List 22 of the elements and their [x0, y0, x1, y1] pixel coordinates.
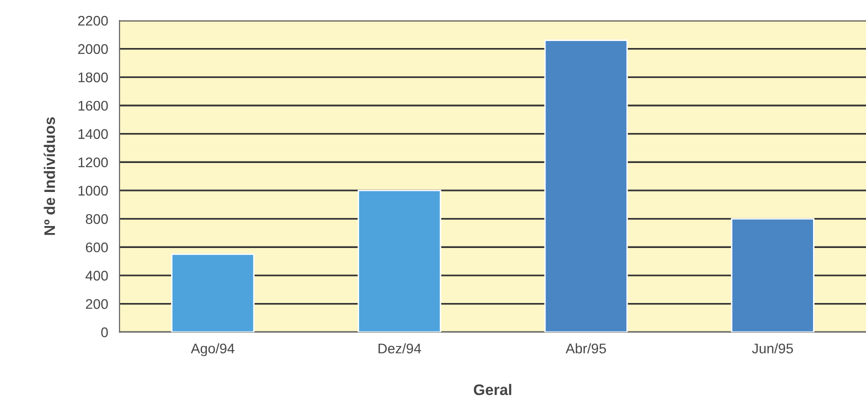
bar: [730, 218, 814, 332]
y-tick-label: 2200: [78, 16, 108, 26]
y-tick-label: 0: [101, 327, 108, 338]
y-tick-label: 400: [86, 270, 108, 281]
x-tick-label: Dez/94: [378, 343, 422, 354]
y-axis-title: Nº de Indivíduos: [44, 117, 56, 235]
y-tick-label: 1000: [78, 186, 108, 196]
y-tick-label: 1400: [78, 129, 108, 139]
bar: [358, 190, 442, 332]
x-axis-title: Geral: [474, 384, 512, 396]
y-tick-label: 1200: [78, 157, 108, 168]
y-tick-label: 1600: [78, 100, 108, 111]
y-tick-label: 800: [86, 214, 108, 224]
x-tick-label: Abr/95: [566, 343, 606, 354]
bar: [171, 254, 255, 332]
y-tick-label: 600: [86, 242, 108, 252]
x-tick-label: Jun/95: [752, 343, 793, 354]
y-tick-label: 1800: [78, 72, 108, 82]
y-tick-label: 2000: [78, 44, 108, 54]
bar: [544, 40, 628, 332]
x-tick-label: Ago/94: [190, 343, 234, 356]
y-tick-label: 200: [86, 299, 108, 309]
